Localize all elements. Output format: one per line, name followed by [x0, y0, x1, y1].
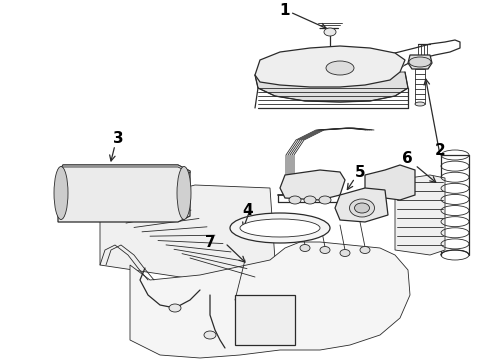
Polygon shape [58, 165, 190, 175]
Ellipse shape [177, 166, 191, 220]
Text: 1: 1 [280, 3, 290, 18]
Ellipse shape [340, 249, 350, 257]
Polygon shape [235, 295, 295, 345]
Polygon shape [280, 170, 345, 200]
Text: 5: 5 [355, 165, 366, 180]
Polygon shape [395, 175, 445, 255]
Ellipse shape [409, 57, 431, 67]
Ellipse shape [354, 203, 369, 213]
Ellipse shape [240, 219, 320, 237]
Ellipse shape [324, 28, 336, 36]
Polygon shape [335, 188, 388, 222]
Polygon shape [100, 185, 275, 280]
Ellipse shape [415, 102, 425, 106]
Text: 2: 2 [435, 143, 445, 158]
Polygon shape [365, 165, 415, 200]
Polygon shape [130, 242, 410, 358]
Text: 6: 6 [402, 150, 413, 166]
Polygon shape [58, 165, 190, 222]
Ellipse shape [289, 196, 301, 204]
Ellipse shape [204, 331, 216, 339]
Ellipse shape [300, 244, 310, 252]
Ellipse shape [326, 61, 354, 75]
Ellipse shape [230, 213, 330, 243]
Ellipse shape [304, 196, 316, 204]
Polygon shape [408, 55, 432, 69]
Ellipse shape [169, 304, 181, 312]
Ellipse shape [54, 166, 68, 220]
Ellipse shape [320, 247, 330, 253]
Ellipse shape [319, 196, 331, 204]
Ellipse shape [349, 199, 374, 217]
Polygon shape [255, 46, 405, 87]
Text: 3: 3 [113, 131, 123, 145]
Text: 7: 7 [205, 234, 215, 249]
Ellipse shape [360, 247, 370, 253]
Text: 4: 4 [243, 202, 253, 217]
Polygon shape [255, 53, 408, 102]
